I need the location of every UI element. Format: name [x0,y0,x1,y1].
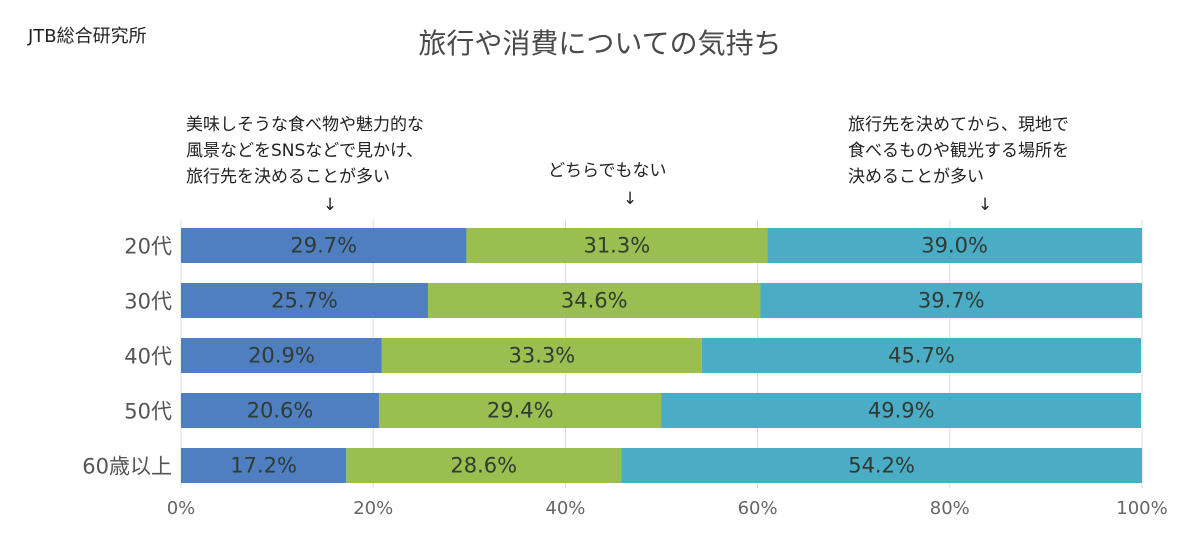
bars [181,228,1142,483]
value-labels: 29.7% 31.3% 39.0% 25.7% 34.6% 39.7% 20.9% 33.3%… [230,234,988,478]
bar-segment [346,448,622,483]
series-annotations: 美味しそうな食べ物や魅力的な風景などをSNSなどで見かけ、旅行先を決めることが多… [186,115,1069,215]
bar-segment [760,283,1142,318]
value-label: 49.9% [868,399,935,423]
value-label: 29.7% [290,234,357,258]
down-arrow-icon: ↓ [978,195,992,215]
source-label: JTB総合研究所 [28,26,147,47]
bar-segment [181,228,467,263]
x-tick-label: 60% [738,498,778,519]
series-annotation-line: 旅行先を決めることが多い [186,167,390,187]
bar-segment [767,228,1142,263]
value-label: 33.3% [508,344,575,368]
value-label: 29.4% [487,399,554,423]
series-annotation-line: どちらでもない [548,161,667,181]
x-tick-label: 100% [1116,498,1167,519]
bar-segment [427,283,761,318]
value-label: 54.2% [848,454,915,478]
x-tick-label: 20% [353,498,393,519]
bar-segment [181,338,382,373]
category-label: 20代 [124,235,172,259]
category-label: 60歳以上 [82,455,172,479]
down-arrow-icon: ↓ [323,195,337,215]
bar-segment [378,393,662,428]
value-label: 20.6% [247,399,314,423]
value-label: 31.3% [583,234,650,258]
x-tick-label: 80% [930,498,970,519]
bar-segment [661,393,1142,428]
value-label: 45.7% [888,344,955,368]
bar-segment [181,448,347,483]
value-label: 39.0% [921,234,988,258]
chart-title: 旅行や消費についての気持ち [418,27,782,60]
value-label: 17.2% [230,454,297,478]
bar-segment [621,448,1142,483]
series-annotation-line: 決めることが多い [848,167,984,187]
bar-segment [181,283,428,318]
category-label: 50代 [124,400,172,424]
series-annotation-line: 食べるものや観光する場所を [848,141,1069,161]
value-label: 25.7% [271,289,338,313]
x-tick-labels: 0% 20% 40% 60% 80% 100% [167,498,1168,519]
x-tick-label: 0% [167,498,196,519]
value-label: 20.9% [248,344,315,368]
bar-segment [381,338,702,373]
series-annotation-line: 美味しそうな食べ物や魅力的な [186,115,424,135]
series-annotation-line: 風景などをSNSなどで見かけ、 [186,141,423,161]
bar-segment [701,338,1142,373]
value-label: 39.7% [918,289,985,313]
category-labels: 20代 30代 40代 50代 60歳以上 [82,235,172,479]
category-label: 30代 [124,290,172,314]
value-label: 28.6% [450,454,517,478]
value-label: 34.6% [561,289,628,313]
down-arrow-icon: ↓ [623,189,637,209]
bar-segment [181,393,379,428]
series-annotation-line: 旅行先を決めてから、現地で [848,115,1069,135]
x-tick-label: 40% [545,498,585,519]
bar-segment [466,228,768,263]
category-label: 40代 [124,345,172,369]
